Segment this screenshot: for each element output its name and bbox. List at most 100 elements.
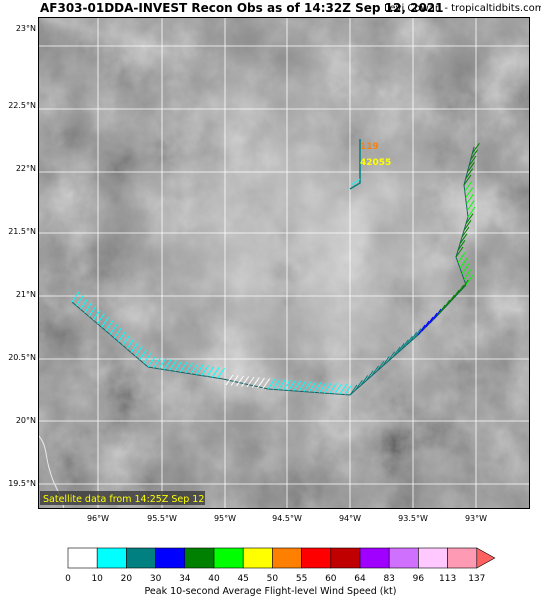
colorbar-tick-label: 64: [354, 574, 366, 584]
wind-barb: [105, 320, 114, 332]
wind-barb: [461, 226, 470, 238]
wind-barb: [118, 331, 126, 343]
wind-barb: [130, 342, 139, 353]
wind-barb: [442, 299, 451, 311]
wind-barb: [318, 382, 327, 394]
wind-barb: [334, 383, 343, 395]
obs-wind-text: 119: [360, 142, 379, 152]
wind-barb: [467, 206, 476, 218]
wind-barb: [201, 365, 209, 376]
wind-barb: [84, 302, 93, 314]
colorbar-tick-label: 55: [295, 574, 308, 584]
wind-barb: [425, 316, 434, 328]
wind-barb: [349, 384, 358, 396]
lon-label: 94°W: [338, 514, 362, 523]
colorbar: [67, 547, 496, 569]
colorbar-segment: [359, 547, 390, 569]
colorbar-tick-label: 50: [266, 574, 279, 584]
aircraft-marker: [349, 139, 361, 190]
wind-barb: [174, 360, 183, 372]
wind-barb: [465, 168, 474, 179]
colorbar-tick-label: 40: [208, 574, 220, 584]
wind-barb: [308, 381, 317, 393]
wind-barb: [277, 379, 286, 391]
lon-label: 93°W: [464, 514, 488, 523]
obs-altitude-text: 42055: [360, 158, 391, 168]
colorbar-tick-label: 30: [149, 574, 162, 584]
colorbar-title: Peak 10-second Average Flight-level Wind…: [144, 586, 397, 597]
wind-barb: [387, 351, 396, 363]
wind-barb: [381, 356, 390, 367]
wind-barb: [446, 294, 455, 306]
wind-barb: [126, 338, 135, 350]
wind-barb: [92, 309, 101, 321]
wind-barb: [257, 377, 265, 389]
wind-barb: [360, 375, 369, 386]
wind-barb: [75, 295, 84, 306]
colorbar-tick-label: 96: [412, 574, 425, 584]
wind-barb: [466, 162, 475, 173]
wind-barb: [246, 376, 255, 388]
wind-barb: [463, 269, 472, 280]
wind-barb: [190, 363, 199, 375]
colorbar-segment: [213, 547, 244, 569]
wind-barb: [323, 382, 332, 394]
wind-barb: [134, 345, 143, 357]
colorbar-segment: [301, 547, 332, 569]
wind-barb: [465, 213, 474, 224]
colorbar-segment: [184, 547, 215, 569]
wind-barb: [109, 324, 118, 335]
colorbar-tick-label: 0: [65, 574, 71, 584]
lon-label: 94.5°W: [272, 514, 302, 523]
wind-barb: [88, 306, 97, 317]
wind-barb: [288, 380, 296, 391]
wind-barb: [457, 240, 466, 251]
lat-label: 20.5°N: [8, 353, 36, 362]
colorbar-tick-label: 10: [91, 574, 103, 584]
lon-label: 95.5°W: [147, 514, 177, 523]
wind-barb: [113, 327, 122, 339]
wind-barb: [470, 149, 479, 160]
wind-barb: [400, 339, 409, 350]
map-panel[interactable]: 119 42055 Satellite data from 14:25Z Sep…: [38, 17, 530, 509]
wind-barb: [459, 257, 468, 269]
lon-label: 96°W: [86, 514, 110, 523]
lat-label: 22°N: [15, 164, 36, 173]
colorbar-tick-label: 113: [439, 574, 457, 584]
wind-barb: [169, 360, 177, 371]
colorbar-segment: [447, 547, 478, 569]
wind-barb: [195, 364, 204, 376]
lat-label: 20°N: [15, 416, 36, 425]
wind-barb: [354, 379, 363, 391]
credit-text: Levi Cowan - tropicaltidbits.com: [384, 3, 541, 14]
wind-barb: [179, 361, 188, 373]
colorbar-tick-label: 34: [179, 574, 191, 584]
wind-barb: [433, 308, 442, 320]
wind-barb: [236, 375, 244, 387]
lat-label: 21°N: [15, 290, 36, 299]
wind-barb: [101, 316, 109, 328]
colorbar-segment: [126, 547, 156, 569]
wind-barb: [417, 324, 426, 336]
wind-barb: [143, 353, 152, 364]
wind-barb: [282, 379, 291, 391]
wind-barb: [459, 233, 468, 244]
colorbar-segment: [155, 547, 186, 569]
wind-barb: [206, 366, 215, 377]
cloud-bright-core: [38, 17, 530, 509]
wind-barb: [303, 381, 312, 392]
wind-barb: [468, 155, 477, 167]
wind-barb: [463, 220, 472, 231]
wind-barb: [272, 379, 281, 390]
wind-barb: [463, 174, 472, 186]
lon-label: 93.5°W: [398, 514, 428, 523]
wind-barb: [455, 246, 464, 258]
wind-barbs: [71, 143, 480, 396]
wind-barb: [456, 284, 465, 296]
colorbar-tick-label: 83: [383, 574, 395, 584]
lat-label: 22.5°N: [8, 101, 36, 110]
wind-barb: [465, 187, 474, 199]
colorbar-segment: [67, 547, 98, 569]
colorbar-segment: [96, 547, 127, 569]
colorbar-segment: [388, 547, 419, 569]
